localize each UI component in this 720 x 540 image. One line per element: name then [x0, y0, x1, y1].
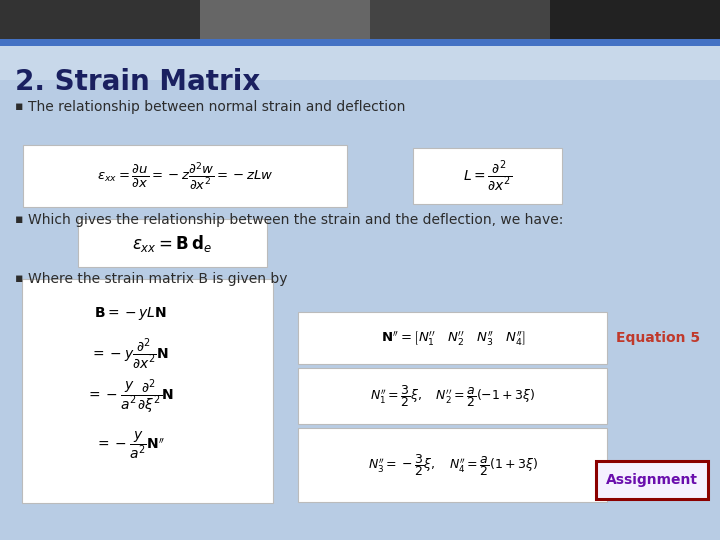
FancyBboxPatch shape — [0, 39, 720, 46]
FancyBboxPatch shape — [23, 145, 347, 207]
FancyBboxPatch shape — [0, 0, 720, 40]
FancyBboxPatch shape — [298, 428, 607, 502]
FancyBboxPatch shape — [200, 0, 370, 40]
Text: $= -\dfrac{y}{a^2}\mathbf{N}''$: $= -\dfrac{y}{a^2}\mathbf{N}''$ — [95, 429, 166, 461]
Text: Assignment: Assignment — [606, 473, 698, 487]
FancyBboxPatch shape — [550, 0, 720, 40]
FancyBboxPatch shape — [298, 312, 607, 364]
FancyBboxPatch shape — [370, 0, 550, 40]
FancyBboxPatch shape — [413, 148, 562, 204]
Text: $\mathbf{B} = -yL\mathbf{N}$: $\mathbf{B} = -yL\mathbf{N}$ — [94, 306, 166, 322]
Text: $L = \dfrac{\partial^2}{\partial x^2}$: $L = \dfrac{\partial^2}{\partial x^2}$ — [463, 158, 513, 194]
FancyBboxPatch shape — [0, 0, 200, 40]
Text: 2. Strain Matrix: 2. Strain Matrix — [15, 68, 260, 96]
Text: $= -y\dfrac{\partial^2}{\partial x^2}\mathbf{N}$: $= -y\dfrac{\partial^2}{\partial x^2}\ma… — [91, 336, 169, 372]
Text: The relationship between normal strain and deflection: The relationship between normal strain a… — [28, 100, 405, 114]
Text: Which gives the relationship between the strain and the deflection, we have:: Which gives the relationship between the… — [28, 213, 563, 227]
FancyBboxPatch shape — [78, 219, 267, 267]
FancyBboxPatch shape — [298, 368, 607, 424]
FancyBboxPatch shape — [22, 279, 273, 503]
FancyBboxPatch shape — [596, 461, 708, 499]
Text: Where the strain matrix B is given by: Where the strain matrix B is given by — [28, 272, 287, 286]
Text: $N_1'' = \dfrac{3}{2}\xi,\quad N_2'' = \dfrac{a}{2}(-1+3\xi)$: $N_1'' = \dfrac{3}{2}\xi,\quad N_2'' = \… — [370, 383, 536, 409]
Text: $\mathbf{N}'' = \left[N_1''\quad N_2''\quad N_3''\quad N_4''\right]$: $\mathbf{N}'' = \left[N_1''\quad N_2''\q… — [381, 329, 526, 347]
Text: $\varepsilon_{xx} = \dfrac{\partial u}{\partial x} = -z\dfrac{\partial^2 w}{\par: $\varepsilon_{xx} = \dfrac{\partial u}{\… — [96, 160, 274, 192]
Text: $N_3'' = -\dfrac{3}{2}\xi,\quad N_4'' = \dfrac{a}{2}(1+3\xi)$: $N_3'' = -\dfrac{3}{2}\xi,\quad N_4'' = … — [368, 452, 538, 478]
Text: ▪: ▪ — [15, 272, 24, 285]
Text: $= -\dfrac{y}{a^2}\dfrac{\partial^2}{\partial \xi^2}\mathbf{N}$: $= -\dfrac{y}{a^2}\dfrac{\partial^2}{\pa… — [86, 377, 174, 416]
Text: ▪: ▪ — [15, 213, 24, 226]
Text: ▪: ▪ — [15, 100, 24, 113]
Text: $\varepsilon_{xx} = \mathbf{B}\,\mathbf{d}_e$: $\varepsilon_{xx} = \mathbf{B}\,\mathbf{… — [132, 233, 212, 253]
FancyBboxPatch shape — [0, 0, 720, 80]
Text: Equation 5: Equation 5 — [616, 331, 700, 345]
